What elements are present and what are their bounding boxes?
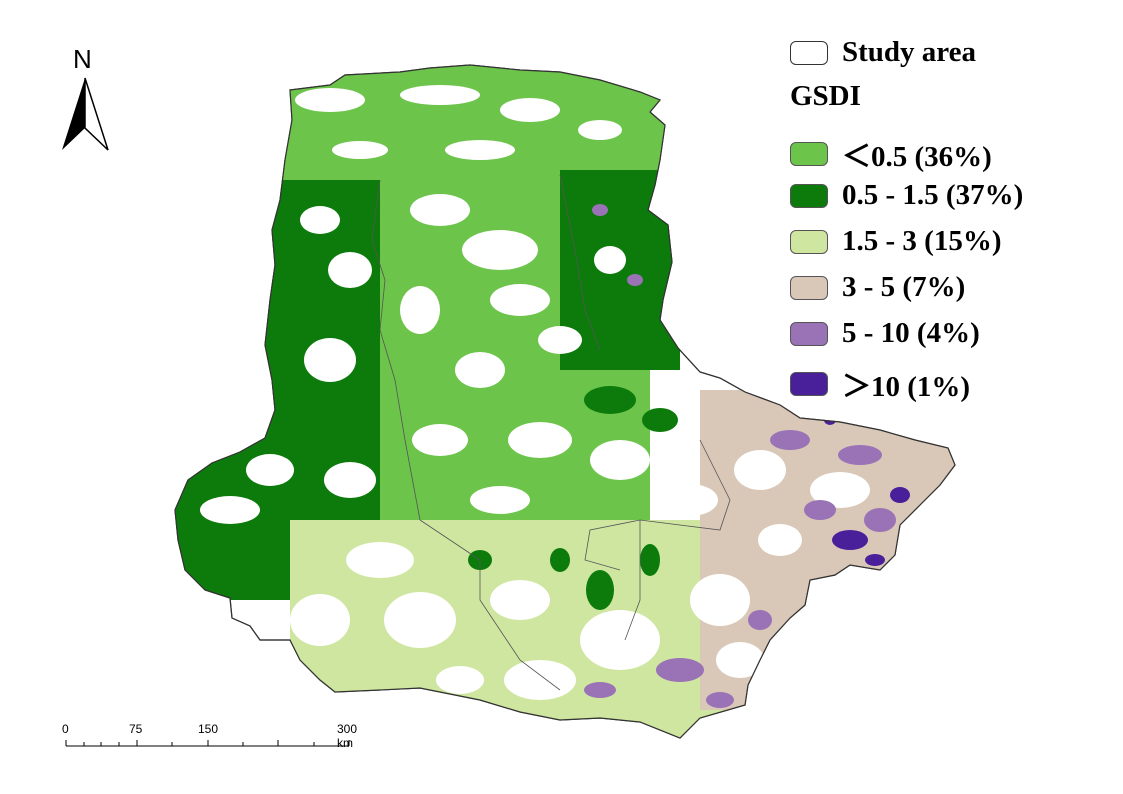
moderate-patches-south <box>468 386 678 610</box>
study-area-label: Study area <box>842 36 977 68</box>
legend-swatch <box>790 275 828 300</box>
legend-swatch <box>790 183 828 208</box>
legend-label: 5 - 10 (4%) <box>842 317 980 349</box>
legend-item: ＜0.5 (36%) <box>790 133 992 175</box>
legend-label: ＜0.5 (36%) <box>842 141 992 173</box>
legend-label: ＞10 (1%) <box>842 371 971 403</box>
internal-boundaries <box>371 174 731 691</box>
north-label: N <box>73 44 92 74</box>
study-area-swatch <box>790 40 828 65</box>
legend-item: ＞10 (1%) <box>790 363 970 405</box>
north-arrow-icon <box>62 77 109 151</box>
scale-bar: 0 75 150 300 km <box>62 722 362 762</box>
gsdi-zone-low <box>280 65 670 180</box>
scale-tick-label: 0 <box>62 722 69 736</box>
legend-label: 3 - 5 (7%) <box>842 271 966 303</box>
legend-title: GSDI <box>790 80 861 112</box>
legend-swatch <box>790 321 828 346</box>
legend-label: 1.5 - 3 (15%) <box>842 225 1002 257</box>
legend-swatch <box>790 372 828 396</box>
legend-item: 0.5 - 1.5 (37%) <box>790 179 1023 212</box>
legend-swatch <box>790 142 828 166</box>
scale-tick-label: 300 km <box>337 722 358 750</box>
non-grassland-patches <box>200 85 870 700</box>
scale-bar-graphic <box>65 740 350 747</box>
legend-item: 5 - 10 (4%) <box>790 317 980 350</box>
scale-tick-label: 150 <box>198 722 219 736</box>
severe-patches <box>584 204 896 708</box>
legend-swatch <box>790 229 828 254</box>
legend-label: 0.5 - 1.5 (37%) <box>842 179 1024 211</box>
legend-item: 3 - 5 (7%) <box>790 271 965 304</box>
legend-item: 1.5 - 3 (15%) <box>790 225 1001 258</box>
legend-study-area: Study area <box>790 36 976 69</box>
scale-tick-label: 75 <box>129 722 143 736</box>
